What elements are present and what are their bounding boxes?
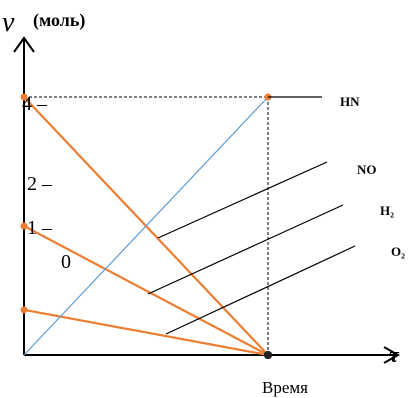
guide-lines [24, 96, 269, 355]
series-label-lines [147, 96, 356, 335]
legend-label-o2: O₂ [391, 244, 405, 259]
legend-label-hn: HN [340, 94, 360, 109]
series-point-4-1 [20, 306, 28, 314]
series-line-1 [23, 96, 269, 356]
series-line-4 [23, 308, 269, 357]
x-axis-symbol: τ [389, 342, 400, 367]
axes [13, 36, 401, 364]
x-axis-label: Время [262, 378, 308, 397]
series-point-4-2 [264, 351, 272, 359]
series-point-3-1 [20, 222, 28, 230]
y-tick-label-4: 4 – [22, 93, 48, 115]
series-lines [23, 96, 269, 357]
y-tick-label-0: 0 [61, 251, 71, 273]
series-label-line-2 [157, 161, 328, 239]
y-axis-arrow [13, 36, 35, 53]
y-axis-symbol: ν [2, 7, 15, 38]
series-line-3 [23, 225, 269, 356]
y-axis-unit: (моль) [33, 10, 85, 31]
series-label-line-4 [165, 245, 356, 335]
x-axis-arrow [383, 346, 401, 364]
y-tick-label-1: 1 – [27, 217, 53, 239]
series-points [20, 93, 272, 359]
legend-label-no: NO [357, 162, 377, 177]
series-label-line-3 [147, 204, 344, 295]
y-tick-label-2: 2 – [27, 173, 53, 195]
legend-label-h2: H₂ [380, 203, 394, 218]
series-point-2-1 [20, 93, 28, 101]
